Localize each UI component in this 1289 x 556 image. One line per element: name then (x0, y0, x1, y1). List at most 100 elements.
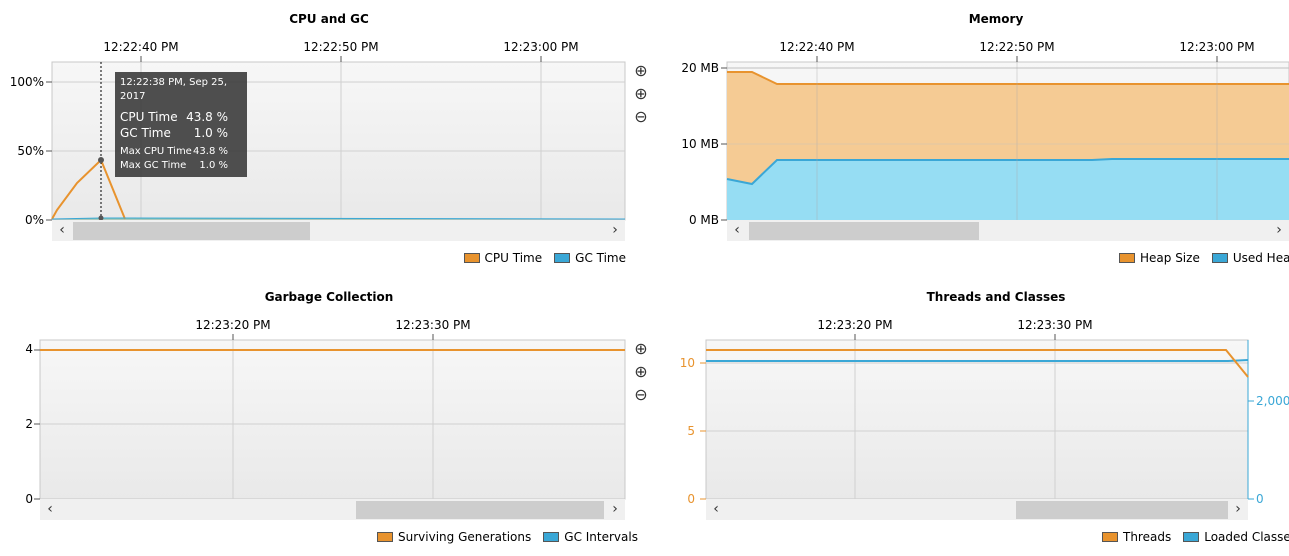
scroll-thumb[interactable] (1016, 501, 1228, 519)
legend-swatch (463, 253, 480, 263)
memory-time-tick: 12:23:00 PM (1179, 40, 1255, 54)
gc-y-tick: 4 (25, 342, 33, 356)
scroll-thumb[interactable] (749, 222, 979, 240)
threads-scrollbar[interactable]: ‹ › (706, 499, 1248, 520)
scroll-thumb[interactable] (73, 222, 310, 240)
threads-line (706, 349, 1249, 378)
gc-scrollbar[interactable]: ‹ › (40, 499, 625, 520)
tooltip-max-cpu-label: Max CPU Time (120, 146, 192, 157)
cpu-gc-scrollbar[interactable]: ‹ › (52, 220, 625, 241)
gc-y-tick: 2 (25, 417, 33, 431)
zoom-out-icon[interactable]: ⊖ (634, 107, 648, 126)
memory-title: Memory (968, 12, 1024, 26)
cpu-gc-y-tick: 50% (17, 144, 44, 158)
memory-time-tick: 12:22:40 PM (779, 40, 855, 54)
legend-label: Loaded Classes (1204, 530, 1289, 544)
legend-swatch (554, 253, 571, 263)
legend-swatch (1102, 532, 1118, 542)
threads-y-tick: 5 (687, 424, 695, 438)
tooltip-max-cpu-value: 43.8 % (193, 146, 228, 157)
tooltip-gc-label: GC Time (120, 126, 171, 140)
cpu-gc-legend: CPU Time GC Time (452, 251, 626, 265)
heap-size-line (727, 71, 1289, 85)
gc-legend: Surviving Generations GC Intervals (365, 530, 638, 544)
cpu-gc-y-tick: 0% (24, 213, 44, 227)
used-heap-area (727, 159, 1289, 220)
scroll-right-icon[interactable]: › (1235, 501, 1241, 517)
legend-label: Used Heap (1232, 251, 1289, 265)
tooltip-max-cpu-row: Max CPU Time 43.8 % (120, 145, 242, 159)
legend-swatch (377, 532, 393, 542)
memory-time-tick: 12:22:50 PM (979, 40, 1055, 54)
scroll-right-icon[interactable]: › (1276, 222, 1282, 238)
scroll-left-icon[interactable]: ‹ (734, 222, 740, 238)
scroll-right-icon[interactable]: › (612, 222, 618, 238)
threads-y-tick: 10 (679, 356, 695, 370)
legend-label: Threads (1123, 530, 1172, 544)
tooltip-max-gc-value: 1.0 % (199, 160, 228, 171)
threads-y-tick: 0 (687, 492, 695, 506)
gc-plot-area (39, 339, 626, 500)
scroll-left-icon[interactable]: ‹ (59, 222, 65, 238)
legend-swatch (1183, 532, 1200, 542)
threads-time-tick: 12:23:30 PM (1017, 318, 1093, 332)
used-heap-line (726, 158, 1289, 186)
zoom-in-icon[interactable]: ⊕ (634, 362, 648, 381)
threads-plot-area (705, 339, 1249, 500)
legend-label: GC Time (575, 251, 626, 265)
legend-swatch (1119, 253, 1135, 263)
scroll-right-icon[interactable]: › (612, 501, 618, 517)
gc-time-tick: 12:23:30 PM (395, 318, 471, 332)
cpu-gc-time-tick: 12:22:50 PM (303, 40, 379, 54)
zoom-out-icon[interactable]: ⊖ (634, 385, 648, 404)
legend-label: CPU Time (484, 251, 543, 265)
gc-time-tick: 12:23:20 PM (195, 318, 271, 332)
legend-item: GC Intervals (543, 530, 638, 544)
tooltip-cpu-value: 43.8 % (186, 110, 228, 124)
cpu-gc-y-tick: 100% (9, 75, 44, 89)
cpu-hover-point (98, 157, 104, 163)
legend-label: GC Intervals (564, 530, 638, 544)
legend-item: Threads (1102, 530, 1171, 544)
scroll-left-icon[interactable]: ‹ (47, 501, 53, 517)
cpu-gc-tooltip: 12:22:38 PM, Sep 25, 2017 CPU Time 43.8 %… (115, 72, 247, 177)
tooltip-timestamp: 12:22:38 PM, Sep 25, 2017 (120, 77, 228, 102)
cpu-gc-time-tick: 12:22:40 PM (103, 40, 179, 54)
tooltip-cpu-row: CPU Time 43.8 % (120, 109, 242, 125)
classes-y-tick: 0 (1256, 492, 1264, 506)
zoom-in-icon[interactable]: ⊕ (634, 84, 648, 103)
legend-swatch (543, 532, 560, 542)
cpu-gc-time-tick: 12:23:00 PM (503, 40, 579, 54)
zoom-in-icon[interactable]: ⊕ (634, 61, 648, 80)
cpu-gc-title: CPU and GC (289, 12, 369, 26)
legend-item: Heap Size (1119, 251, 1200, 265)
memory-y-tick: 10 MB (681, 137, 719, 151)
legend-item: CPU Time (463, 251, 543, 265)
gc-hover-point (98, 215, 104, 221)
memory-scrollbar[interactable]: ‹ › (727, 220, 1289, 241)
threads-legend: Threads Loaded Classes (1090, 530, 1289, 544)
loaded-classes-line (706, 359, 1249, 362)
scroll-left-icon[interactable]: ‹ (713, 501, 719, 517)
cpu-time-line (51, 158, 126, 220)
zoom-in-icon[interactable]: ⊕ (634, 339, 648, 358)
threads-title: Threads and Classes (926, 290, 1066, 304)
legend-item: Used Heap (1211, 251, 1289, 265)
legend-label: Surviving Generations (398, 530, 532, 544)
tooltip-gc-row: GC Time 1.0 % (120, 125, 242, 141)
memory-legend: Heap Size Used Heap (1107, 251, 1289, 265)
gc-title: Garbage Collection (264, 290, 394, 304)
tooltip-max-gc-label: Max GC Time (120, 160, 187, 171)
scroll-thumb[interactable] (356, 501, 604, 519)
classes-y-tick: 2,000 (1256, 394, 1289, 408)
tooltip-cpu-label: CPU Time (120, 110, 178, 124)
legend-item: GC Time (554, 251, 626, 265)
legend-swatch (1211, 253, 1228, 263)
tooltip-gc-value: 1.0 % (193, 126, 228, 140)
tooltip-max-gc-row: Max GC Time 1.0 % (120, 159, 242, 173)
legend-item: Surviving Generations (377, 530, 531, 544)
gc-y-tick: 0 (25, 492, 33, 506)
